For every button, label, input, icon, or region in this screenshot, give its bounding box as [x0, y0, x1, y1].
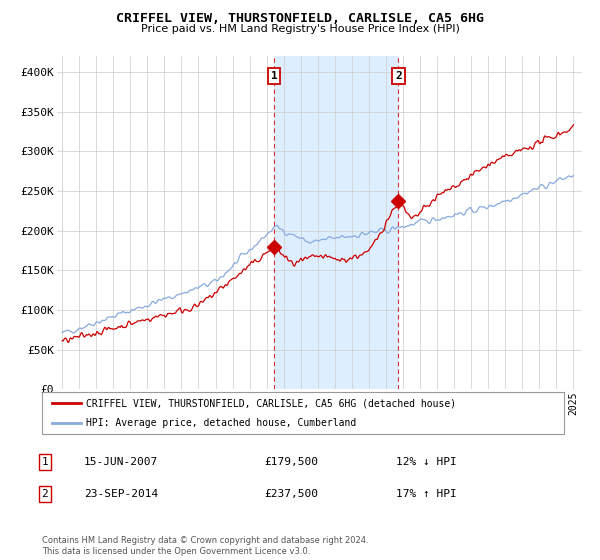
Text: 2: 2	[395, 71, 402, 81]
Text: Price paid vs. HM Land Registry's House Price Index (HPI): Price paid vs. HM Land Registry's House …	[140, 24, 460, 34]
Text: CRIFFEL VIEW, THURSTONFIELD, CARLISLE, CA5 6HG: CRIFFEL VIEW, THURSTONFIELD, CARLISLE, C…	[116, 12, 484, 25]
FancyBboxPatch shape	[42, 392, 564, 434]
Text: £179,500: £179,500	[264, 457, 318, 467]
Text: Contains HM Land Registry data © Crown copyright and database right 2024.
This d: Contains HM Land Registry data © Crown c…	[42, 536, 368, 556]
Text: 12% ↓ HPI: 12% ↓ HPI	[396, 457, 457, 467]
Text: CRIFFEL VIEW, THURSTONFIELD, CARLISLE, CA5 6HG (detached house): CRIFFEL VIEW, THURSTONFIELD, CARLISLE, C…	[86, 398, 457, 408]
Text: 2: 2	[41, 489, 49, 499]
Text: HPI: Average price, detached house, Cumberland: HPI: Average price, detached house, Cumb…	[86, 418, 356, 428]
Text: £237,500: £237,500	[264, 489, 318, 499]
Text: 15-JUN-2007: 15-JUN-2007	[84, 457, 158, 467]
Bar	[274, 56, 398, 389]
Text: 1: 1	[41, 457, 49, 467]
Text: 17% ↑ HPI: 17% ↑ HPI	[396, 489, 457, 499]
Text: 1: 1	[271, 71, 278, 81]
Text: 23-SEP-2014: 23-SEP-2014	[84, 489, 158, 499]
